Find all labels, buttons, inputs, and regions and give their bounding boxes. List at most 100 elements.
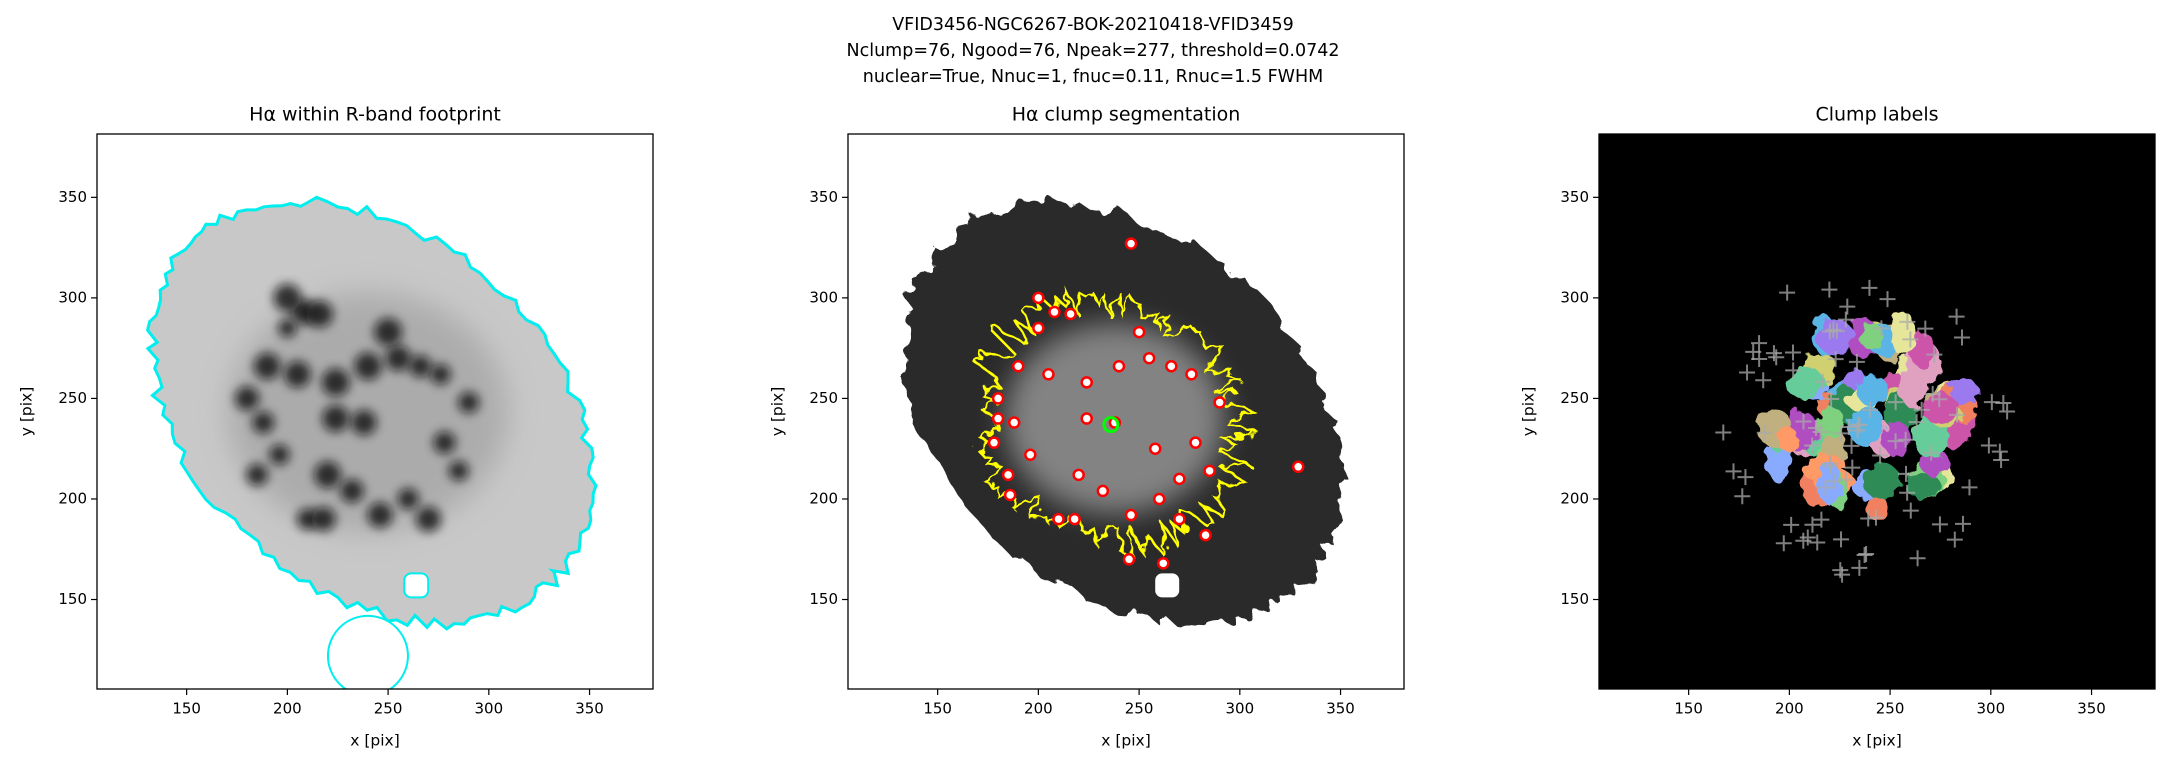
axes-frame: [1598, 133, 2156, 690]
y-tick-label: 250: [809, 389, 838, 407]
peak-cross: [1779, 284, 1796, 301]
peak-cross: [1948, 308, 1965, 325]
peak-cross: [1991, 443, 2008, 460]
y-axis-label: y [pix]: [769, 387, 787, 437]
image-area: [900, 195, 1345, 689]
clump-label: [1859, 322, 1884, 350]
peak-marker: [1007, 416, 1021, 429]
x-tick-label: 300: [474, 700, 503, 718]
x-tick-label: 350: [1326, 700, 1355, 718]
clump-label: [1818, 461, 1842, 505]
ha-knot: [448, 460, 469, 481]
peak-marker: [1152, 492, 1166, 506]
mask-notch: [326, 614, 409, 689]
peak-marker: [1096, 484, 1110, 498]
peak-cross: [1840, 418, 1857, 435]
peak-marker: [1011, 360, 1025, 373]
peak-cross: [1887, 433, 1904, 450]
ha-knot: [397, 488, 419, 510]
clump-label: [1904, 473, 1942, 499]
peak-cross: [1812, 424, 1829, 441]
peak-cross: [1785, 362, 1802, 379]
peak-cross: [1821, 281, 1838, 298]
clump-label: [1883, 420, 1911, 458]
peak-marker: [1132, 325, 1146, 339]
peak-marker: [1032, 321, 1045, 335]
peak-cross: [1867, 509, 1884, 526]
ha-knot: [253, 352, 281, 380]
clump-label: [1889, 311, 1917, 356]
peak-cross: [1785, 344, 1802, 361]
ha-knot: [430, 364, 451, 385]
axes-title: Hα clump segmentation: [1012, 104, 1241, 126]
peak-cross: [1902, 502, 1919, 519]
peak-cross: [1725, 463, 1742, 480]
ha-knot: [284, 360, 311, 388]
clump-label: [1776, 427, 1799, 452]
peak-cross: [1887, 394, 1904, 411]
peak-cross: [1833, 531, 1850, 548]
x-axis-label: x [pix]: [1852, 732, 1902, 750]
peak-marker: [1157, 557, 1170, 570]
peak-cross: [1844, 459, 1861, 476]
peak-cross: [1872, 447, 1889, 464]
peak-marker: [1124, 508, 1138, 522]
clump-label: [1922, 393, 1959, 424]
y-tick-label: 350: [1560, 188, 1589, 206]
x-tick-label: 350: [2077, 700, 2106, 718]
peak-marker: [1122, 553, 1136, 566]
x-tick-label: 300: [1225, 700, 1254, 718]
peak-cross: [1999, 403, 2016, 420]
ha-knot: [311, 506, 336, 532]
y-tick-label: 300: [58, 288, 87, 306]
ha-knot: [433, 431, 456, 454]
image-area: [1599, 134, 2155, 689]
peak-cross: [1913, 401, 1930, 418]
peak-cross: [1923, 444, 1940, 461]
ha-knot: [278, 318, 297, 338]
y-tick-label: 200: [1560, 489, 1589, 507]
y-tick-label: 200: [809, 489, 838, 507]
clump-label: [1866, 495, 1889, 521]
peak-marker: [1068, 512, 1081, 526]
y-tick-label: 250: [58, 389, 87, 407]
peak-cross: [1795, 532, 1812, 549]
axes-title: Hα within R-band footprint: [249, 104, 501, 126]
peak-cross: [1755, 372, 1772, 389]
y-axis-label: y [pix]: [18, 387, 36, 437]
peak-cross: [1795, 413, 1812, 430]
peak-cross: [1837, 471, 1854, 488]
x-axis-label: x [pix]: [1101, 732, 1151, 750]
peak-marker: [1048, 305, 1061, 319]
peak-marker: [1189, 436, 1202, 449]
peak-cross: [1902, 331, 1919, 348]
clump-label: [1785, 367, 1825, 399]
peak-cross: [1823, 390, 1840, 407]
x-tick-label: 150: [1674, 700, 1703, 718]
peak-cross: [1897, 431, 1914, 448]
peak-cross: [1862, 401, 1879, 418]
peak-marker: [1080, 412, 1093, 425]
x-tick-label: 250: [1125, 700, 1154, 718]
peak-cross: [1827, 351, 1844, 368]
y-tick-label: 250: [1560, 389, 1589, 407]
peak-cross: [1899, 313, 1916, 330]
peak-marker: [1124, 237, 1138, 250]
ha-knot: [306, 300, 334, 328]
peak-marker: [1148, 442, 1162, 455]
ha-knot: [367, 502, 393, 528]
peak-cross: [1765, 345, 1782, 362]
peak-marker: [1112, 360, 1126, 373]
peak-cross: [1756, 424, 1773, 441]
peak-cross: [1843, 437, 1860, 454]
peak-cross: [1822, 455, 1839, 472]
peak-cross: [1961, 479, 1978, 496]
mask-notch: [1078, 615, 1159, 689]
peak-cross: [1898, 465, 1914, 482]
peak-cross: [1809, 534, 1826, 551]
ha-knot: [322, 405, 350, 432]
peak-cross: [1909, 550, 1926, 567]
ha-knot: [252, 411, 275, 434]
ha-knot: [314, 461, 342, 489]
peak-cross: [1751, 335, 1768, 352]
